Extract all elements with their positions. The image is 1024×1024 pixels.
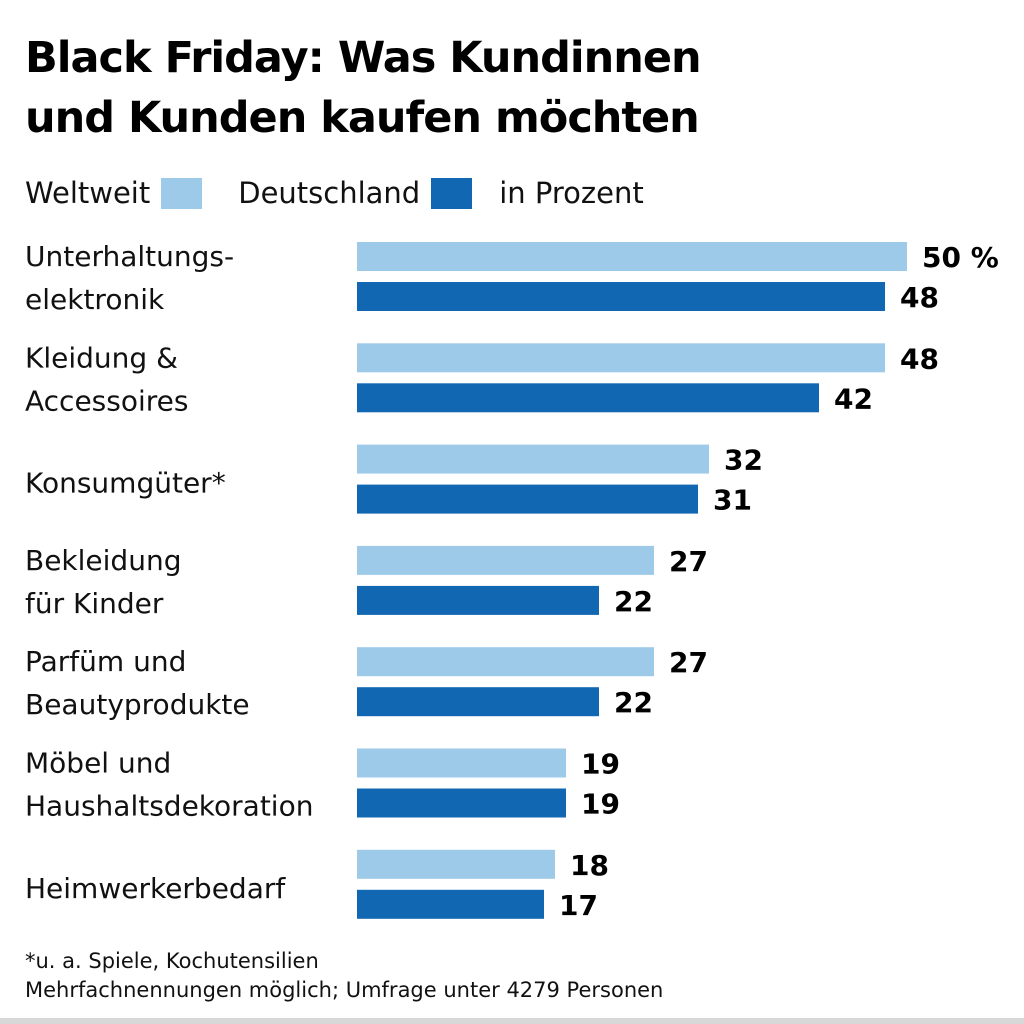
value-label-deutschland: 17 bbox=[559, 889, 598, 922]
bottom-border bbox=[0, 1018, 1024, 1024]
legend: Weltweit Deutschland in Prozent bbox=[25, 173, 644, 213]
category-label: Heimwerkerbedarf bbox=[25, 872, 286, 905]
bar-group: Konsumgüter* 32 31 bbox=[25, 444, 763, 517]
legend-swatch-weltweit bbox=[161, 177, 203, 209]
bar-weltweit bbox=[357, 545, 654, 575]
bar-group: Bekleidung für Kinder 27 22 bbox=[25, 544, 708, 620]
category-label-line: Kleidung & bbox=[25, 341, 178, 374]
bar-weltweit bbox=[357, 343, 885, 373]
value-label-deutschland: 42 bbox=[834, 382, 873, 415]
footnote-line-2: Mehrfachnennungen möglich; Umfrage unter… bbox=[25, 978, 664, 1002]
chart-title-line-2: und Kunden kaufen möchten bbox=[25, 93, 700, 143]
category-label-line: elektronik bbox=[25, 283, 165, 316]
bar-weltweit bbox=[357, 748, 566, 778]
legend-label-weltweit: Weltweit bbox=[25, 176, 151, 210]
value-label-weltweit: 27 bbox=[669, 646, 708, 679]
bar-weltweit bbox=[357, 849, 555, 879]
value-label-deutschland: 48 bbox=[900, 281, 939, 314]
footnote-line-1: *u. a. Spiele, Kochutensilien bbox=[25, 949, 319, 973]
legend-unit-label: in Prozent bbox=[499, 176, 644, 210]
bar-group: Heimwerkerbedarf 18 17 bbox=[25, 849, 609, 922]
bar-weltweit bbox=[357, 444, 709, 474]
bar-deutschland bbox=[357, 889, 544, 919]
category-label-line: für Kinder bbox=[25, 587, 164, 620]
legend-label-deutschland: Deutschland bbox=[238, 176, 421, 210]
footnote: *u. a. Spiele, Kochutensilien Mehrfachne… bbox=[25, 947, 663, 1005]
bar-weltweit bbox=[357, 647, 654, 677]
value-label-deutschland: 31 bbox=[713, 484, 752, 517]
category-label: Parfüm und Beautyprodukte bbox=[25, 645, 250, 721]
chart-title: Black Friday: Was Kundinnen und Kunden k… bbox=[25, 28, 1005, 148]
value-label-weltweit: 32 bbox=[724, 444, 763, 477]
bar-deutschland bbox=[357, 788, 566, 818]
value-label-deutschland: 22 bbox=[614, 585, 653, 618]
value-label-weltweit: 27 bbox=[669, 545, 708, 578]
value-label-deutschland: 19 bbox=[581, 788, 620, 821]
bar-group: Möbel und Haushaltsdekoration 19 19 bbox=[25, 747, 620, 823]
category-label-line: Beautyprodukte bbox=[25, 688, 250, 721]
bar-weltweit bbox=[357, 242, 907, 271]
category-label-line: Accessoires bbox=[25, 384, 188, 417]
bar-group: Parfüm und Beautyprodukte 27 22 bbox=[25, 645, 708, 721]
category-label-line: Haushaltsdekoration bbox=[25, 790, 313, 823]
bar-group: Kleidung & Accessoires 48 42 bbox=[25, 341, 939, 417]
category-label-line: Parfüm und bbox=[25, 645, 186, 678]
bar-deutschland bbox=[357, 282, 885, 311]
category-label-line: Möbel und bbox=[25, 747, 171, 780]
category-label-line: Bekleidung bbox=[25, 544, 181, 577]
value-label-deutschland: 22 bbox=[614, 686, 653, 719]
bar-deutschland bbox=[357, 585, 599, 615]
bar-deutschland bbox=[357, 484, 698, 514]
bar-group: Unterhaltungs-elektronik 50 % 48 bbox=[25, 240, 999, 316]
category-label: Bekleidung für Kinder bbox=[25, 544, 181, 620]
category-label: Unterhaltungs-elektronik bbox=[25, 240, 234, 316]
value-label-weltweit: 18 bbox=[570, 849, 609, 882]
category-label: Möbel und Haushaltsdekoration bbox=[25, 747, 313, 823]
value-label-weltweit: 50 % bbox=[922, 241, 999, 274]
value-label-weltweit: 19 bbox=[581, 748, 620, 781]
category-label: Konsumgüter* bbox=[25, 467, 226, 500]
category-label: Kleidung & Accessoires bbox=[25, 341, 188, 417]
category-label-line: Unterhaltungs- bbox=[25, 240, 234, 273]
chart-title-line-1: Black Friday: Was Kundinnen bbox=[25, 33, 702, 83]
bar-deutschland bbox=[357, 687, 599, 717]
bar-deutschland bbox=[357, 383, 819, 413]
value-label-weltweit: 48 bbox=[900, 342, 939, 375]
legend-swatch-deutschland bbox=[431, 177, 473, 209]
